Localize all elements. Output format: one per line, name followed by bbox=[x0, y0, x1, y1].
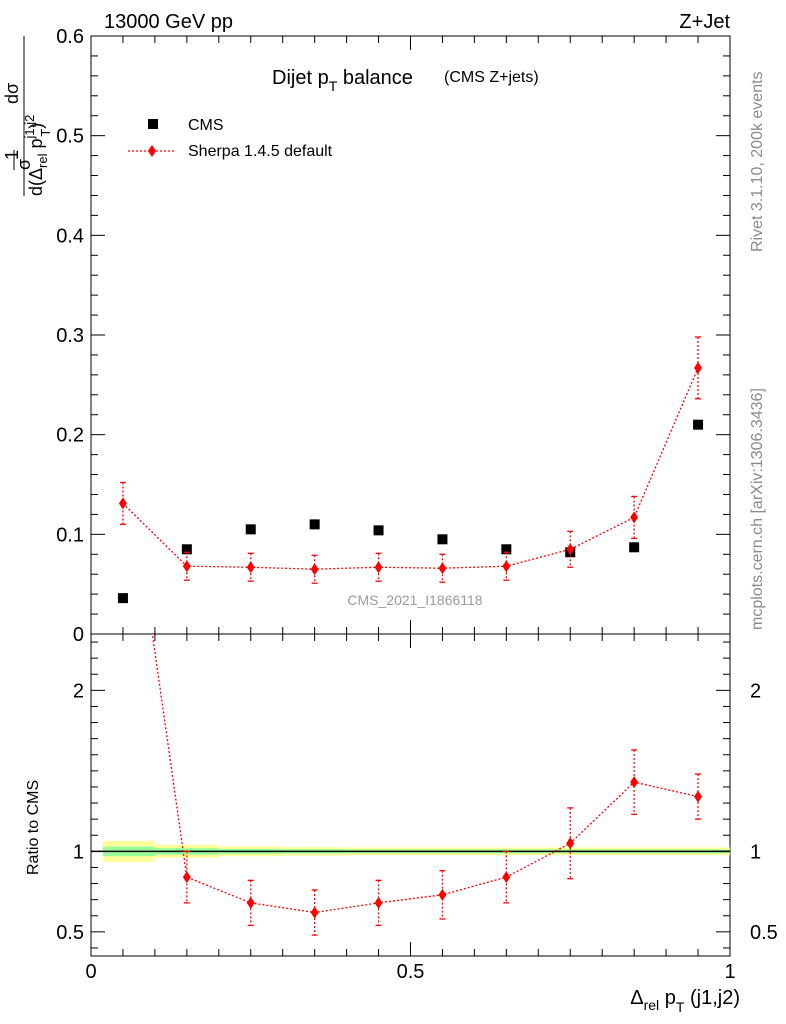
legend-marker-cms bbox=[148, 119, 158, 129]
y-tick-label-ratio: 2 bbox=[73, 680, 84, 702]
cms-point bbox=[437, 534, 448, 545]
y-tick-label-ratio-right: 2 bbox=[750, 680, 761, 702]
y-tick-label-ratio: 1 bbox=[73, 841, 84, 863]
rivet-version-label: Rivet 3.1.10, 200k events bbox=[749, 71, 766, 252]
mc-point bbox=[438, 888, 447, 901]
energy-label: 13000 GeV pp bbox=[104, 11, 233, 33]
ratio-ylabel: Ratio to CMS bbox=[25, 780, 42, 875]
mc-point bbox=[119, 420, 127, 432]
y-tick-label-main: 0.6 bbox=[56, 26, 84, 48]
y-tick-label-ratio: 0.5 bbox=[56, 922, 84, 944]
cms-point bbox=[693, 419, 704, 430]
x-tick-label: 1 bbox=[724, 961, 735, 983]
y-tick-label-main: 0.2 bbox=[56, 425, 84, 447]
plot-title-tail: balance bbox=[337, 67, 413, 89]
mc-point bbox=[310, 906, 319, 919]
mc-point bbox=[630, 776, 639, 789]
mc-point bbox=[374, 561, 383, 574]
plot-subtitle: (CMS Z+jets) bbox=[444, 69, 539, 86]
mc-point bbox=[694, 361, 703, 374]
x-axis-label: Δrel pT (j1,j2) bbox=[630, 987, 740, 1015]
mc-series-main bbox=[118, 336, 703, 584]
mc-point bbox=[630, 511, 639, 524]
mc-point bbox=[118, 497, 127, 510]
mc-point bbox=[566, 837, 575, 850]
plot-title: Dijet pT balance bbox=[272, 67, 413, 94]
ratio-y-ticks bbox=[91, 641, 730, 949]
ylabel-denominator: d(Δrel pj1,j2T) bbox=[22, 115, 53, 196]
legend-marker-mc bbox=[148, 145, 156, 157]
main-y-ticks bbox=[91, 35, 730, 635]
mc-point bbox=[246, 896, 255, 909]
cms-point bbox=[181, 544, 192, 555]
x-ticks bbox=[90, 36, 731, 956]
y-tick-label-ratio-right: 0.5 bbox=[750, 922, 778, 944]
cms-point bbox=[629, 542, 640, 553]
legend-label-mc: Sherpa 1.4.5 default bbox=[188, 143, 333, 160]
x-tick-label: 0 bbox=[85, 961, 96, 983]
main-ylabel: 1 σ dσ d(Δrel pj1,j2T) bbox=[2, 36, 53, 196]
mc-line bbox=[122, 367, 699, 570]
mc-point bbox=[566, 543, 575, 556]
mc-series-ratio bbox=[119, 420, 703, 936]
analysis-label: CMS_2021_I1866118 bbox=[347, 592, 482, 608]
y-tick-label-main: 0.1 bbox=[56, 524, 84, 546]
mc-point bbox=[502, 871, 511, 884]
ylabel-one: 1 bbox=[2, 150, 22, 160]
mc-point bbox=[246, 561, 255, 574]
y-tick-label-main: 0.4 bbox=[56, 225, 84, 247]
mc-point bbox=[182, 560, 191, 573]
mc-point bbox=[502, 560, 511, 573]
y-tick-label-main: 0.5 bbox=[56, 126, 84, 148]
cms-point bbox=[373, 525, 384, 536]
cms-point bbox=[117, 593, 128, 604]
mc-point bbox=[374, 896, 383, 909]
mc-point bbox=[182, 871, 191, 884]
mc-point bbox=[438, 562, 447, 575]
cms-point bbox=[309, 519, 320, 530]
cms-point bbox=[245, 524, 256, 535]
legend: CMS Sherpa 1.4.5 default bbox=[128, 117, 333, 160]
plot-title-sub: T bbox=[329, 78, 338, 94]
y-tick-label-main: 0 bbox=[73, 624, 84, 646]
legend-label-cms: CMS bbox=[188, 117, 224, 134]
y-tick-label-ratio-right: 1 bbox=[750, 841, 761, 863]
x-tick-label: 0.5 bbox=[397, 961, 425, 983]
y-tick-label-main: 0.3 bbox=[56, 325, 84, 347]
plot-title-main: Dijet p bbox=[272, 67, 329, 89]
cms-series bbox=[117, 419, 704, 604]
ylabel-numerator: dσ bbox=[2, 83, 22, 104]
mcplots-label: mcplots.cern.ch [arXiv:1306.3436] bbox=[749, 388, 766, 630]
mc-line bbox=[151, 634, 699, 914]
mc-point bbox=[310, 563, 319, 576]
process-label: Z+Jet bbox=[679, 11, 730, 33]
cms-point bbox=[501, 544, 512, 555]
mc-point bbox=[694, 790, 703, 803]
